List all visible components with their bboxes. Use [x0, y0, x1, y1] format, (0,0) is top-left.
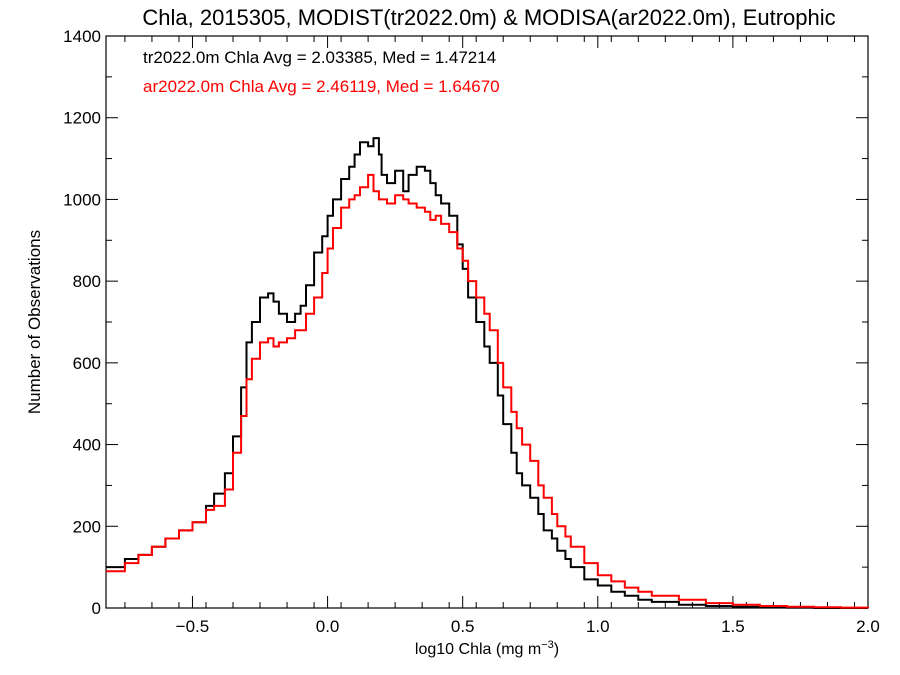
y-tick-label: 400 [73, 436, 101, 455]
x-tick-label: 0.0 [316, 617, 340, 636]
x-tick-label: 0.5 [451, 617, 475, 636]
y-tick-label: 200 [73, 517, 101, 536]
x-axis: −0.5 0.0 0.5 1.0 1.5 2.0 [124, 36, 880, 636]
y-axis: 0 200 400 600 800 1000 1200 1400 [63, 27, 868, 618]
series-line-tr2022.0m [106, 137, 868, 609]
x-axis-label: log10 Chla (mg m−3) [415, 639, 559, 658]
y-tick-label: 600 [73, 354, 101, 373]
y-tick-label: 1000 [63, 190, 101, 209]
y-tick-label: 0 [92, 599, 101, 618]
series-layer [106, 137, 869, 609]
x-tick-label: 1.0 [586, 617, 610, 636]
y-axis-label: Number of Observations [25, 230, 44, 414]
plot-frame [105, 35, 869, 609]
x-tick-label: −0.5 [176, 617, 210, 636]
y-tick-label: 1400 [63, 27, 101, 46]
x-tick-label: 1.5 [721, 617, 745, 636]
y-tick-label: 1200 [63, 109, 101, 128]
chart-title: Chla, 2015305, MODIST(tr2022.0m) & MODIS… [142, 5, 835, 30]
y-tick-label: 800 [73, 272, 101, 291]
series-line-ar2022.0m [106, 173, 869, 609]
legend-annotation-tr: tr2022.0m Chla Avg = 2.03385, Med = 1.47… [143, 48, 496, 67]
legend-annotation-ar: ar2022.0m Chla Avg = 2.46119, Med = 1.64… [143, 77, 500, 96]
x-tick-label: 2.0 [856, 617, 880, 636]
